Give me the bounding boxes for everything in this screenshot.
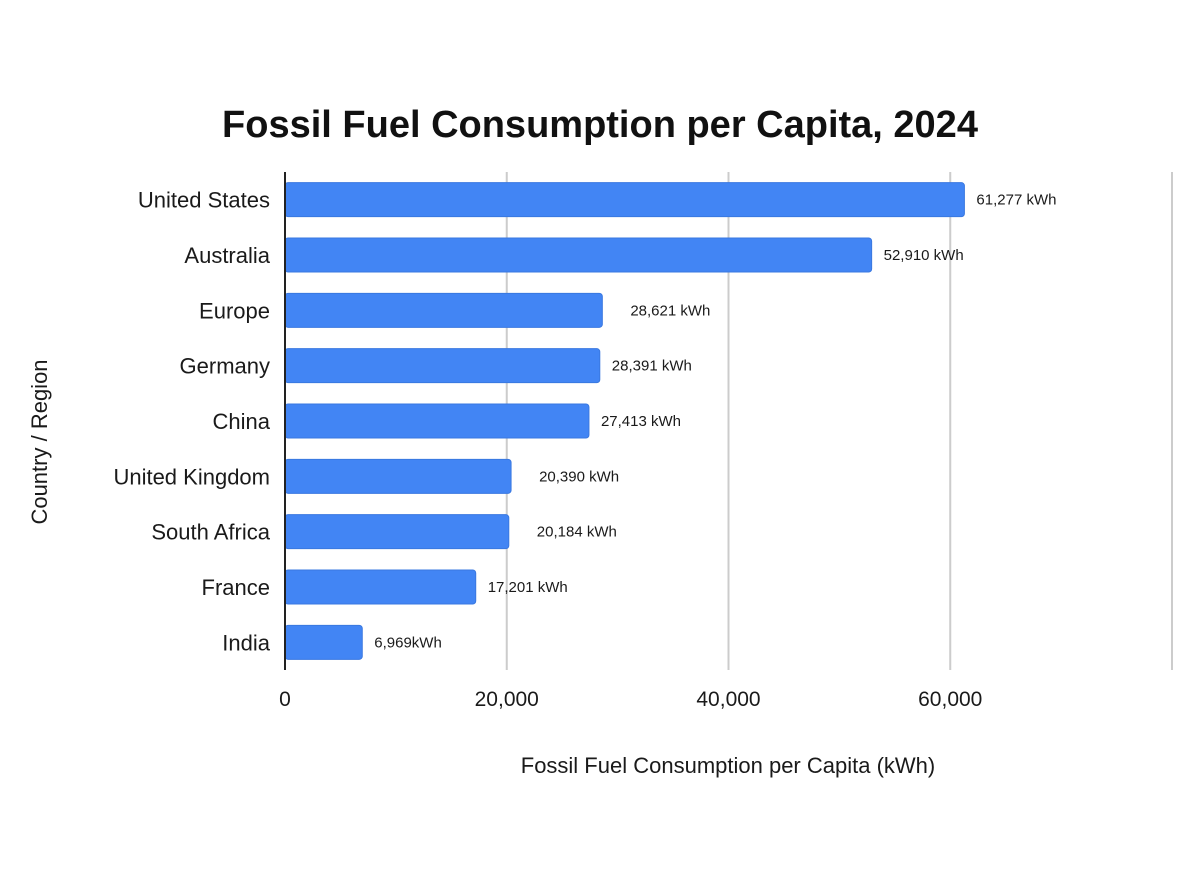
x-tick-label: 20,000	[475, 688, 539, 711]
data-label: 28,621 kWh	[630, 302, 710, 319]
data-label: 6,969kWh	[374, 634, 442, 651]
category-labels: United States Australia Europe Germany China…	[113, 188, 270, 656]
category-label: United Kingdom	[113, 464, 270, 489]
y-axis-title: Country / Region	[27, 359, 52, 524]
chart-title: Fossil Fuel Consumption per Capita, 2024	[222, 104, 978, 146]
data-label: 52,910 kWh	[884, 247, 964, 264]
x-tick-labels: 0 20,000 40,000 60,000	[279, 688, 982, 711]
category-label: Australia	[184, 243, 270, 268]
data-label: 61,277 kWh	[976, 192, 1056, 209]
bar	[284, 182, 965, 218]
bar	[284, 237, 873, 273]
bar	[284, 569, 477, 605]
data-labels: 61,277 kWh 52,910 kWh 28,621 kWh 28,391 kWh…	[374, 192, 1056, 652]
bar	[284, 514, 510, 550]
category-label: Germany	[180, 354, 270, 379]
category-label: United States	[138, 188, 270, 213]
data-label: 20,390 kWh	[539, 468, 619, 485]
category-label: France	[202, 575, 270, 600]
x-tick-label: 0	[279, 688, 291, 711]
category-label: South Africa	[151, 520, 270, 545]
bar	[284, 292, 603, 328]
category-label: China	[213, 409, 271, 434]
x-axis-title: Fossil Fuel Consumption per Capita (kWh)	[521, 753, 935, 778]
bars	[284, 182, 965, 660]
data-label: 17,201 kWh	[488, 579, 568, 596]
data-label: 20,184 kWh	[537, 524, 617, 541]
bar	[284, 348, 601, 384]
data-label: 27,413 kWh	[601, 413, 681, 430]
category-label: Europe	[199, 298, 270, 323]
bar	[284, 403, 590, 439]
bar	[284, 624, 363, 660]
x-tick-label: 60,000	[918, 688, 982, 711]
category-label: India	[222, 630, 270, 655]
data-label: 28,391 kWh	[612, 358, 692, 375]
bar	[284, 458, 512, 494]
x-tick-label: 40,000	[696, 688, 760, 711]
